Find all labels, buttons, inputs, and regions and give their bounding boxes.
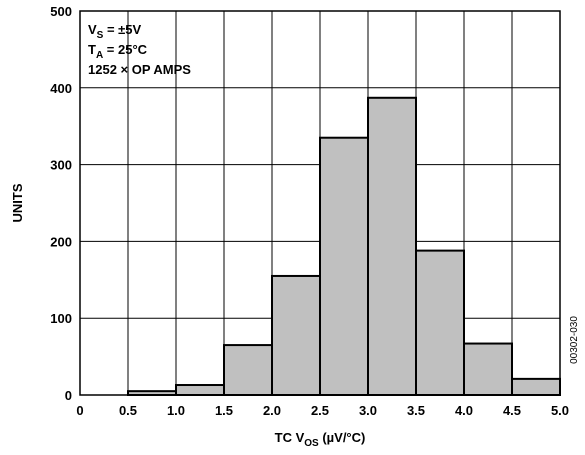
x-axis-label-main: TC V [275,430,305,445]
x-tick-label: 3.0 [359,403,377,418]
y-tick-label: 200 [50,234,72,249]
histogram-bar [511,377,561,397]
histogram-bar [319,136,369,396]
x-tick-label: 0.5 [119,403,137,418]
y-tick-label: 500 [50,4,72,19]
x-tick-label: 3.5 [407,403,425,418]
x-tick-label: 1.0 [167,403,185,418]
condition-annotation: TA = 25°C [88,42,148,61]
figure-code: 00302-030 [569,316,580,364]
x-axis-label: TC VOS (µV/°C) [275,430,366,449]
histogram-bar [367,96,417,396]
x-tick-label: 0 [76,403,83,418]
histogram-bar [415,249,465,396]
x-axis-label-subscript: OS [304,438,319,449]
annotation-value: = 25°C [103,42,147,57]
condition-annotation: VS = ±5V [88,22,142,41]
x-tick-label: 5.0 [551,403,569,418]
x-tick-label: 2.0 [263,403,281,418]
condition-annotation: 1252 × OP AMPS [88,62,191,77]
histogram-bar [175,384,225,396]
annotation-main: 1252 × OP AMPS [88,62,191,77]
x-axis-label-unit: (µV/°C) [319,430,366,445]
annotation-main: V [88,22,97,37]
annotation-subscript: A [96,50,103,61]
x-tick-labels: 0 0.5 1.0 1.5 2.0 2.5 3.0 3.5 4.0 4.5 5.0 [76,403,569,418]
plot-frame [79,10,561,396]
x-tick-label: 4.5 [503,403,521,418]
x-tick-label: 2.5 [311,403,329,418]
x-tick-label: 1.5 [215,403,233,418]
histogram-bar [271,274,321,396]
y-axis-label: UNITS [10,183,25,222]
x-tick-label: 4.0 [455,403,473,418]
y-tick-label: 400 [50,81,72,96]
annotation-value: = ±5V [103,22,141,37]
y-tick-labels: 0 100 200 300 400 500 [50,4,72,403]
histogram-bar [463,342,513,397]
y-tick-label: 300 [50,158,72,173]
histogram-bars [127,96,561,397]
y-tick-label: 100 [50,311,72,326]
annotation-main: T [88,42,96,57]
y-tick-label: 0 [65,388,72,403]
annotation-subscript: S [97,30,104,41]
histogram-bar [223,344,273,396]
